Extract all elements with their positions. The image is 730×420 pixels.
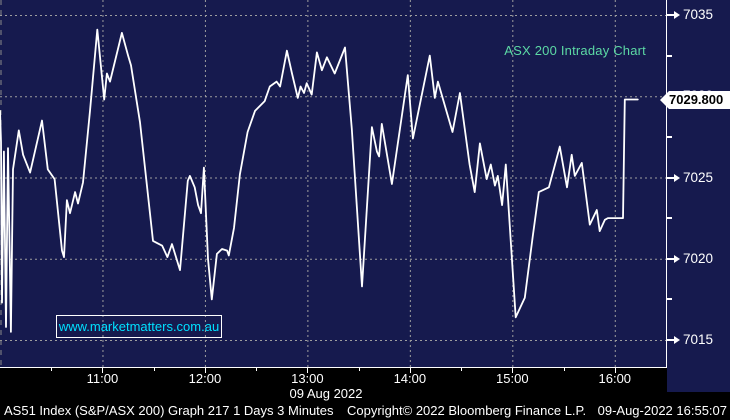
- x-tick-minor: [51, 368, 53, 371]
- price-line: [0, 28, 639, 333]
- y-tick-arrow-icon: [674, 173, 680, 182]
- last-price-tag: 7029.800: [660, 90, 730, 109]
- x-tick-minor: [256, 368, 258, 371]
- x-tick-major: [204, 368, 206, 373]
- y-tick-arrow-icon: [674, 254, 680, 263]
- x-axis-label: 11:00: [86, 371, 119, 386]
- x-axis-label: 14:00: [393, 371, 427, 386]
- y-tick-major: [667, 257, 675, 260]
- y-tick-minor: [667, 135, 672, 138]
- x-axis-label: 15:00: [496, 371, 529, 386]
- y-tick-minor: [667, 54, 672, 57]
- x-tick-major: [512, 368, 514, 373]
- instrument-info: AS51 Index (S&P/ASX 200) Graph 217 1 Day…: [4, 403, 334, 418]
- marketmatters-link[interactable]: www.marketmatters.com.au: [56, 315, 222, 338]
- y-tick-arrow-icon: [674, 336, 680, 344]
- y-axis-label: 7020: [683, 250, 714, 266]
- y-tick-minor: [667, 217, 672, 220]
- y-axis-label: 7015: [683, 332, 714, 347]
- price-tag-notch-icon: [660, 90, 669, 109]
- last-price-value: 7029.800: [669, 90, 730, 109]
- x-tick-minor: [153, 368, 155, 371]
- y-tick-arrow-icon: [674, 11, 680, 19]
- x-tick-minor: [563, 368, 565, 371]
- x-tick-major: [614, 368, 616, 373]
- timestamp: 09-Aug-2022 16:55:07: [597, 403, 727, 418]
- chart-title: ASX 200 Intraday Chart: [504, 43, 646, 58]
- status-bar: AS51 Index (S&P/ASX 200) Graph 217 1 Day…: [0, 402, 730, 420]
- y-tick-minor: [667, 298, 672, 301]
- x-tick-major: [102, 368, 104, 373]
- x-tick-major: [307, 368, 309, 373]
- y-axis: 70157020702570307035: [667, 0, 730, 392]
- y-axis-label: 7035: [683, 7, 714, 22]
- y-tick-major: [667, 176, 675, 179]
- x-axis-label: 12:00: [188, 371, 222, 386]
- x-tick-minor: [358, 368, 360, 371]
- y-tick-major: [667, 339, 675, 341]
- x-axis-label: 13:00: [291, 371, 324, 386]
- x-axis-label: 16:00: [598, 371, 632, 386]
- x-tick-minor: [461, 368, 463, 371]
- price-line-chart: [0, 0, 666, 367]
- y-axis-label: 7025: [683, 169, 714, 185]
- x-tick-major: [409, 368, 411, 373]
- chart-plot-area[interactable]: ASX 200 Intraday Chart www.marketmatters…: [0, 0, 667, 368]
- y-tick-major: [667, 14, 675, 16]
- copyright-text: Copyright© 2022 Bloomberg Finance L.P.: [347, 403, 587, 418]
- date-label: 09 Aug 2022: [289, 386, 363, 401]
